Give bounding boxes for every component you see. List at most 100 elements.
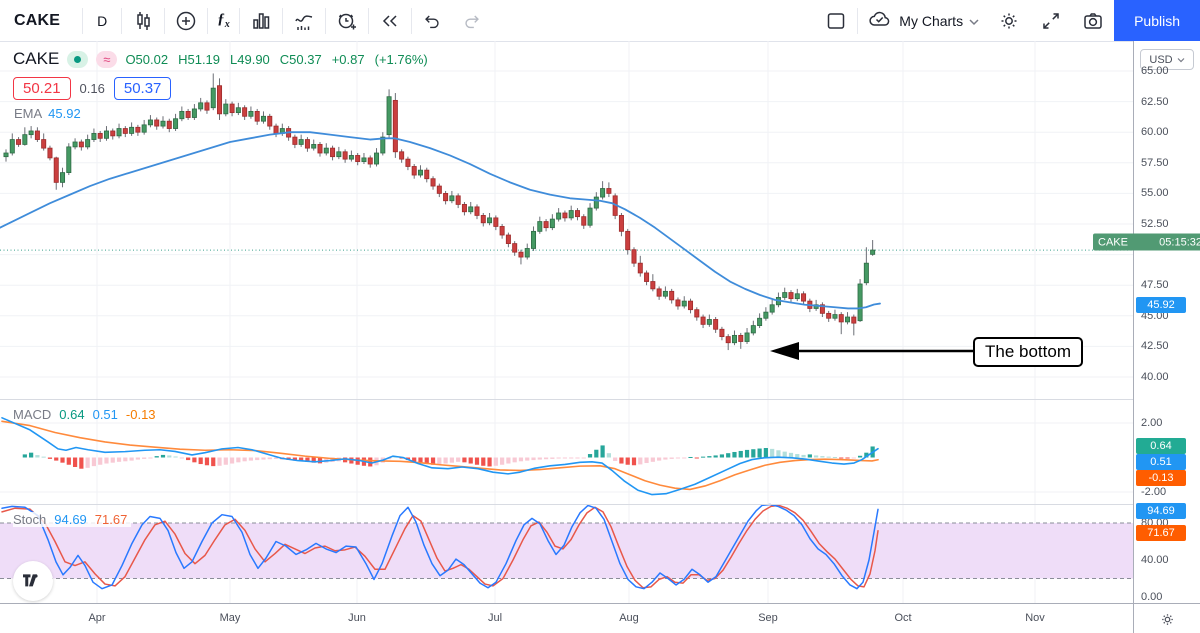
alert-button[interactable] xyxy=(326,0,368,41)
time-axis-month-label: May xyxy=(219,612,241,624)
tradingview-logo[interactable] xyxy=(13,561,53,601)
macd-hist-bar xyxy=(179,457,184,459)
replay-button[interactable] xyxy=(369,0,411,41)
interval-button[interactable]: D xyxy=(97,12,108,29)
candle xyxy=(330,147,336,158)
candle xyxy=(625,230,631,251)
undo-button[interactable] xyxy=(412,0,452,41)
macd-legend[interactable]: MACD 0.64 0.51 -0.13 xyxy=(13,407,156,422)
stoch-legend[interactable]: Stoch 94.69 71.67 xyxy=(13,512,132,527)
macd-hist-bar xyxy=(474,457,480,465)
candle xyxy=(531,230,537,249)
layout-button[interactable] xyxy=(815,0,857,41)
candle xyxy=(166,120,172,129)
macd-hist-bar xyxy=(29,452,34,458)
candle xyxy=(374,152,380,165)
snapshot-button[interactable] xyxy=(1072,0,1114,41)
redo-button[interactable] xyxy=(452,0,492,41)
macd-hist-bar xyxy=(242,457,247,462)
candle xyxy=(487,217,493,224)
market-status-icon[interactable] xyxy=(67,50,89,68)
approximate-values-icon[interactable]: ≈ xyxy=(96,50,118,68)
pane-divider-macd[interactable] xyxy=(0,399,1200,400)
layout-square-icon xyxy=(824,9,848,33)
annotation-text-box[interactable]: The bottom xyxy=(973,337,1083,367)
candle xyxy=(405,158,411,167)
candle xyxy=(769,304,775,313)
symbol-button[interactable]: CAKE xyxy=(14,11,61,29)
currency-selector[interactable]: USD xyxy=(1140,49,1194,70)
candle xyxy=(499,226,505,236)
macd-hist-bar xyxy=(820,456,825,458)
macd-hist-bar xyxy=(751,449,756,458)
fullscreen-button[interactable] xyxy=(1030,0,1072,41)
macd-value-badge: 0.51 xyxy=(1136,454,1186,470)
macd-hist-bar xyxy=(606,453,611,458)
macd-hist-bar xyxy=(770,448,775,458)
candle xyxy=(424,169,430,180)
candle xyxy=(600,188,606,198)
time-axis[interactable]: Apr May Jun Jul Aug Sep Oct Nov xyxy=(0,603,1200,633)
macd-hist-bar xyxy=(104,457,109,464)
candle xyxy=(694,309,700,318)
ema-value: 45.92 xyxy=(48,106,81,121)
toolbar-left-group: CAKE D ƒx xyxy=(0,0,492,41)
stoch-axis-label: 40.00 xyxy=(1141,554,1169,566)
time-axis-month-label: Jul xyxy=(487,612,503,624)
macd-signal-value: -0.13 xyxy=(125,407,156,422)
macd-hist-bar xyxy=(826,456,831,458)
macd-hist-bar xyxy=(531,457,536,461)
candle xyxy=(606,188,612,194)
my-charts-button[interactable]: My Charts xyxy=(858,0,988,41)
bid-ask-row: 50.21 0.16 50.37 xyxy=(13,77,172,100)
candle xyxy=(22,134,28,145)
macd-hist-bar xyxy=(261,457,266,460)
compare-button[interactable] xyxy=(165,0,207,41)
candle xyxy=(72,141,78,148)
candle xyxy=(9,139,15,154)
toolbar-separator xyxy=(82,7,84,34)
axis-settings-corner[interactable] xyxy=(1133,604,1200,633)
chart-canvas[interactable] xyxy=(0,41,1133,603)
ema-legend[interactable]: EMA 45.92 xyxy=(14,106,81,121)
macd-hist-bar xyxy=(154,456,159,458)
price-axis-label: 57.50 xyxy=(1141,156,1169,169)
candle xyxy=(41,139,47,149)
candle xyxy=(801,293,807,302)
macd-hist-bar xyxy=(129,457,134,461)
candle xyxy=(826,312,832,319)
macd-hist-bar xyxy=(657,457,662,461)
macd-hist-bar xyxy=(229,457,235,464)
macd-hist-bar xyxy=(675,457,681,459)
macd-hist-bar xyxy=(142,457,147,459)
financials-button[interactable] xyxy=(240,0,282,41)
macd-hist-bar xyxy=(41,456,46,458)
ask-box[interactable]: 50.37 xyxy=(113,77,172,100)
indicators-button[interactable]: ƒx xyxy=(208,0,239,41)
macd-hist-bar xyxy=(186,457,191,461)
price-axis-label: 62.50 xyxy=(1141,95,1169,108)
expand-arrows-icon xyxy=(1039,9,1063,33)
macd-hist-bar xyxy=(110,457,115,463)
bid-box[interactable]: 50.21 xyxy=(13,77,71,100)
macd-hist-bar xyxy=(292,457,297,461)
legend-symbol[interactable]: CAKE xyxy=(13,49,60,68)
candle xyxy=(468,206,474,213)
macd-hist-bar xyxy=(98,457,103,465)
candle xyxy=(763,311,769,319)
candle xyxy=(173,118,179,129)
price-axis[interactable]: USD 65.00 62.50 60.00 57.50 55.00 52.50 47.50 4… xyxy=(1133,41,1200,603)
publish-button[interactable]: Publish xyxy=(1114,0,1200,41)
candle xyxy=(141,124,147,133)
candle xyxy=(794,293,800,300)
candle xyxy=(700,316,706,325)
candle xyxy=(436,185,442,194)
forecast-button[interactable] xyxy=(283,0,325,41)
candle xyxy=(386,96,392,136)
pane-divider-stoch[interactable] xyxy=(0,504,1200,505)
settings-button[interactable] xyxy=(988,0,1030,41)
macd-hist-bar xyxy=(537,457,542,460)
candle xyxy=(103,130,109,139)
chart-style-button[interactable] xyxy=(122,0,164,41)
